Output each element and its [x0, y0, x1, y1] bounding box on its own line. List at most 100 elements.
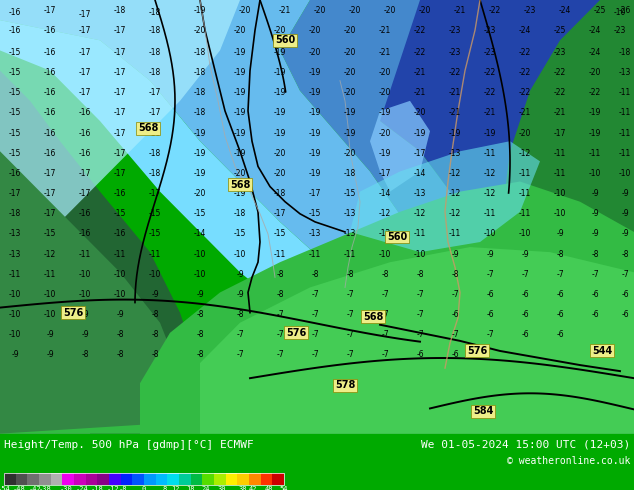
Text: -6: -6: [451, 350, 459, 360]
Text: -9: -9: [151, 290, 158, 299]
Text: -16: -16: [79, 128, 91, 138]
Text: 568: 568: [363, 312, 383, 321]
Text: -18: -18: [149, 48, 161, 57]
Bar: [16, 473, 27, 485]
Text: -18: -18: [234, 209, 246, 219]
Text: -19: -19: [194, 128, 206, 138]
Text: -12: -12: [519, 149, 531, 158]
Text: -14: -14: [414, 169, 426, 178]
Text: -18: -18: [149, 149, 161, 158]
Bar: [261, 473, 273, 485]
Text: -19: -19: [378, 108, 391, 118]
Text: -8: -8: [276, 270, 284, 279]
Text: -19: -19: [194, 169, 206, 178]
Text: -19: -19: [589, 108, 601, 118]
Text: -11: -11: [619, 149, 631, 158]
Polygon shape: [200, 247, 634, 434]
Text: -8: -8: [197, 350, 204, 360]
Text: Height/Temp. 500 hPa [gdmp][°C] ECMWF: Height/Temp. 500 hPa [gdmp][°C] ECMWF: [4, 440, 254, 450]
Text: -19: -19: [274, 108, 286, 118]
Text: -11: -11: [149, 249, 161, 259]
Text: -8: -8: [451, 270, 459, 279]
Text: -17: -17: [114, 128, 126, 138]
Text: -16: -16: [9, 169, 21, 178]
Text: -9: -9: [621, 189, 629, 198]
Text: -7: -7: [346, 290, 354, 299]
Text: -20: -20: [419, 5, 431, 15]
Bar: [167, 473, 179, 485]
Polygon shape: [0, 0, 634, 373]
Text: -15: -15: [44, 229, 56, 239]
Text: -7: -7: [236, 350, 244, 360]
Text: -13: -13: [344, 229, 356, 239]
Text: -16: -16: [44, 68, 56, 77]
Text: -15: -15: [9, 128, 21, 138]
Text: -18: -18: [619, 48, 631, 57]
Text: -17: -17: [79, 68, 91, 77]
Text: -6: -6: [521, 290, 529, 299]
Text: -20: -20: [344, 26, 356, 35]
Text: -16: -16: [9, 26, 21, 35]
Text: -22: -22: [414, 48, 426, 57]
Text: -23: -23: [614, 26, 626, 35]
Text: -6: -6: [521, 310, 529, 319]
Text: -20: -20: [344, 68, 356, 77]
Text: -18: -18: [194, 48, 206, 57]
Bar: [120, 473, 133, 485]
Text: -17: -17: [554, 128, 566, 138]
Text: -22: -22: [414, 26, 426, 35]
Text: -23: -23: [449, 26, 461, 35]
Text: -21: -21: [379, 26, 391, 35]
Text: -24: -24: [589, 48, 601, 57]
Text: -6: -6: [486, 290, 494, 299]
Text: -20: -20: [309, 48, 321, 57]
Polygon shape: [500, 0, 634, 434]
Text: -42: -42: [29, 486, 41, 490]
Text: -17: -17: [274, 209, 286, 219]
Text: -17: -17: [9, 189, 21, 198]
Text: -19: -19: [194, 5, 206, 15]
Text: -9: -9: [521, 249, 529, 259]
Text: -15: -15: [9, 48, 21, 57]
Text: -20: -20: [519, 128, 531, 138]
Bar: [133, 473, 144, 485]
Text: -17: -17: [149, 108, 161, 118]
Text: -18: -18: [194, 68, 206, 77]
Text: -8: -8: [556, 249, 564, 259]
Text: -20: -20: [378, 128, 391, 138]
Text: -15: -15: [344, 189, 356, 198]
Text: -19: -19: [309, 68, 321, 77]
Polygon shape: [0, 172, 100, 434]
Text: -16: -16: [79, 149, 91, 158]
Text: -6: -6: [416, 350, 424, 360]
Text: -10: -10: [149, 270, 161, 279]
Text: -21: -21: [449, 108, 461, 118]
Text: -11: -11: [484, 149, 496, 158]
Text: -20: -20: [349, 5, 361, 15]
Text: -17: -17: [414, 149, 426, 158]
Bar: [4, 473, 16, 485]
Text: -10: -10: [114, 270, 126, 279]
Text: -19: -19: [484, 128, 496, 138]
Text: -17: -17: [44, 209, 56, 219]
Text: -10: -10: [194, 270, 206, 279]
Text: -16: -16: [9, 8, 21, 17]
Text: -25: -25: [554, 26, 566, 35]
Text: -18: -18: [149, 8, 161, 17]
Polygon shape: [380, 0, 634, 333]
Text: -20: -20: [589, 68, 601, 77]
Text: -19: -19: [274, 48, 286, 57]
Text: -12: -12: [449, 209, 461, 219]
Text: -11: -11: [309, 249, 321, 259]
Text: -11: -11: [44, 270, 56, 279]
Text: -9: -9: [236, 270, 244, 279]
Text: -20: -20: [344, 88, 356, 98]
Text: -18: -18: [274, 189, 286, 198]
Text: -12: -12: [449, 189, 461, 198]
Text: -7: -7: [381, 350, 389, 360]
Bar: [273, 473, 284, 485]
Text: -22: -22: [554, 68, 566, 77]
Polygon shape: [0, 71, 200, 434]
Text: -16: -16: [114, 189, 126, 198]
Text: -17: -17: [114, 26, 126, 35]
